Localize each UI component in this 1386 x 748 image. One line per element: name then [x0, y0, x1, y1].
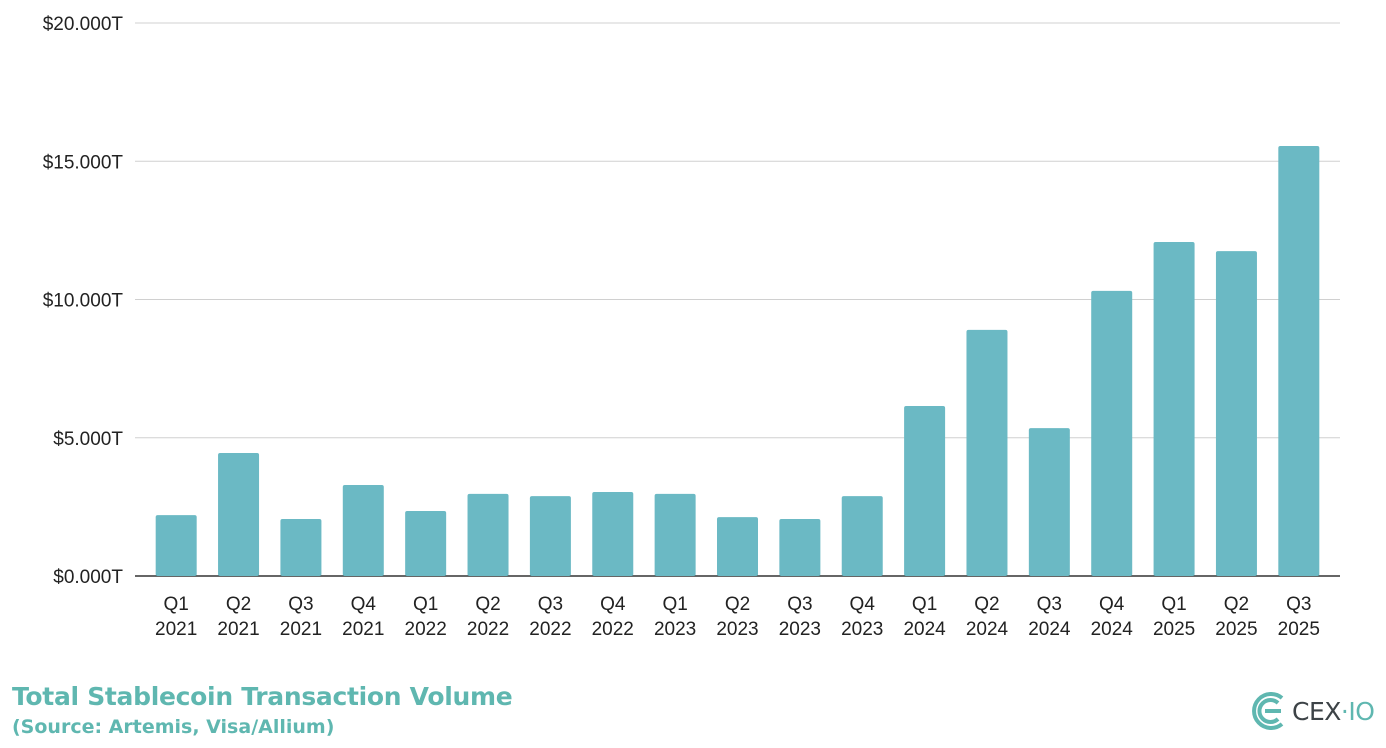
bar — [1028, 428, 1070, 576]
x-tick-label-quarter: Q3 — [1037, 594, 1062, 615]
bar — [342, 485, 384, 576]
x-tick-label-year: 2021 — [280, 619, 322, 640]
x-tick-label-quarter: Q3 — [787, 594, 812, 615]
x-tick-label-year: 2021 — [217, 619, 259, 640]
x-tick-label-year: 2023 — [841, 619, 883, 640]
x-tick-label-year: 2024 — [1028, 619, 1071, 640]
x-tick-label-year: 2021 — [342, 619, 384, 640]
x-tick-label-quarter: Q2 — [974, 594, 999, 615]
x-tick-label-year: 2023 — [716, 619, 758, 640]
x-tick-label-year: 2022 — [592, 619, 634, 640]
y-tick-label: $10.000T — [43, 291, 124, 312]
x-tick-label-year: 2022 — [405, 619, 447, 640]
x-tick-label-year: 2025 — [1153, 619, 1195, 640]
x-tick-label-year: 2022 — [467, 619, 509, 640]
logo-text: CEX·IO — [1292, 696, 1375, 726]
x-tick-label-quarter: Q1 — [912, 594, 937, 615]
bar — [467, 493, 509, 576]
bar — [966, 329, 1008, 576]
x-tick-label-year: 2021 — [155, 619, 197, 640]
x-tick-label-quarter: Q1 — [164, 594, 189, 615]
x-tick-label-year: 2024 — [903, 619, 946, 640]
bar — [218, 452, 260, 576]
chart-title: Total Stablecoin Transaction Volume — [12, 682, 513, 711]
bar — [155, 515, 197, 576]
x-tick-label-year: 2023 — [654, 619, 696, 640]
x-tick-label-quarter: Q4 — [351, 594, 377, 615]
y-tick-label: $20.000T — [43, 14, 124, 35]
x-tick-label-quarter: Q3 — [538, 594, 563, 615]
bar — [529, 496, 571, 576]
x-tick-label-quarter: Q4 — [850, 594, 876, 615]
y-tick-label: $0.000T — [53, 567, 123, 588]
x-tick-label-quarter: Q1 — [662, 594, 687, 615]
y-tick-label: $15.000T — [43, 152, 124, 173]
bar — [592, 491, 634, 576]
x-tick-label-quarter: Q2 — [226, 594, 251, 615]
bar — [904, 405, 946, 576]
x-tick-label-quarter: Q2 — [475, 594, 500, 615]
bar — [1215, 251, 1257, 577]
x-tick-label-quarter: Q4 — [1099, 594, 1125, 615]
x-tick-label-quarter: Q4 — [600, 594, 626, 615]
cex-io-logo: CEX·IO — [1248, 692, 1375, 730]
x-tick-label-year: 2024 — [1091, 619, 1134, 640]
x-tick-label-year: 2023 — [779, 619, 821, 640]
x-tick-label-quarter: Q2 — [725, 594, 750, 615]
chart-source: (Source: Artemis, Visa/Allium) — [12, 716, 335, 738]
bar — [841, 496, 883, 576]
cex-logo-icon — [1252, 692, 1284, 730]
y-tick-label: $5.000T — [53, 429, 123, 450]
bar — [405, 511, 447, 576]
bar — [654, 493, 696, 576]
bar — [1091, 290, 1133, 576]
x-tick-label-quarter: Q3 — [288, 594, 313, 615]
x-tick-label-quarter: Q1 — [413, 594, 438, 615]
x-tick-label-year: 2025 — [1278, 619, 1320, 640]
bar — [1278, 146, 1320, 577]
bar — [717, 517, 758, 576]
x-tick-label-year: 2025 — [1215, 619, 1257, 640]
x-tick-label-quarter: Q1 — [1161, 594, 1186, 615]
x-tick-label-quarter: Q3 — [1286, 594, 1311, 615]
bar — [280, 519, 322, 576]
bar-chart: $0.000T $5.000T $10.000T $15.000T $20.000T Q1… — [43, 14, 1340, 640]
bar — [779, 519, 821, 576]
x-tick-label-year: 2022 — [529, 619, 571, 640]
bar — [1153, 241, 1195, 576]
x-tick-label-year: 2024 — [966, 619, 1009, 640]
x-tick-label-quarter: Q2 — [1224, 594, 1249, 615]
